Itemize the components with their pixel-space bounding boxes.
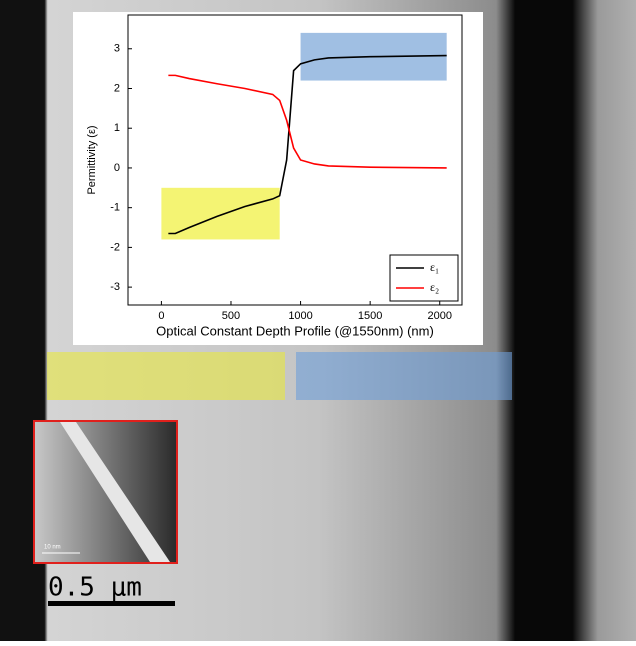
x-tick-label: 2000 [427, 310, 451, 322]
y-tick-label: 2 [114, 82, 120, 94]
legend-label: ε₂ [430, 280, 439, 294]
y-tick-label: 0 [114, 162, 120, 174]
y-axis-label: Permittivity (ε) [86, 125, 98, 194]
blue-region [296, 352, 512, 400]
x-tick-label: 1000 [288, 310, 312, 322]
x-axis-label: Optical Constant Depth Profile (@1550nm)… [156, 323, 434, 338]
y-tick-label: -2 [110, 241, 120, 253]
y-tick-label: -1 [110, 202, 120, 214]
x-tick-label: 0 [158, 310, 164, 322]
y-tick-label: 1 [114, 122, 120, 134]
screenshot: 10 nm 0.5 μm 0 500 1000 1500 2000 -3 -2 -1 0 1 2 3 O… [0, 0, 636, 641]
yellow-region [47, 352, 285, 400]
scale-bar [48, 601, 175, 606]
scale-bar-text: 0.5 μm [48, 573, 142, 603]
legend-label: ε₁ [430, 260, 439, 274]
inset-scale-text: 10 nm [44, 545, 61, 551]
y-tick-label: 3 [114, 43, 120, 55]
legend-box [390, 255, 458, 301]
x-tick-label: 1500 [358, 310, 382, 322]
inset-image: 10 nm [34, 421, 177, 563]
y-tick-label: -3 [110, 281, 120, 293]
x-tick-label: 500 [222, 310, 240, 322]
